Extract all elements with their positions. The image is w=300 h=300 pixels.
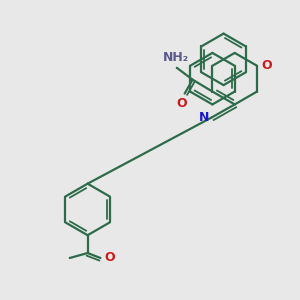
Text: O: O bbox=[261, 59, 272, 72]
Text: N: N bbox=[199, 111, 209, 124]
Text: O: O bbox=[176, 98, 187, 110]
Text: NH₂: NH₂ bbox=[163, 51, 189, 64]
Text: O: O bbox=[104, 251, 115, 265]
